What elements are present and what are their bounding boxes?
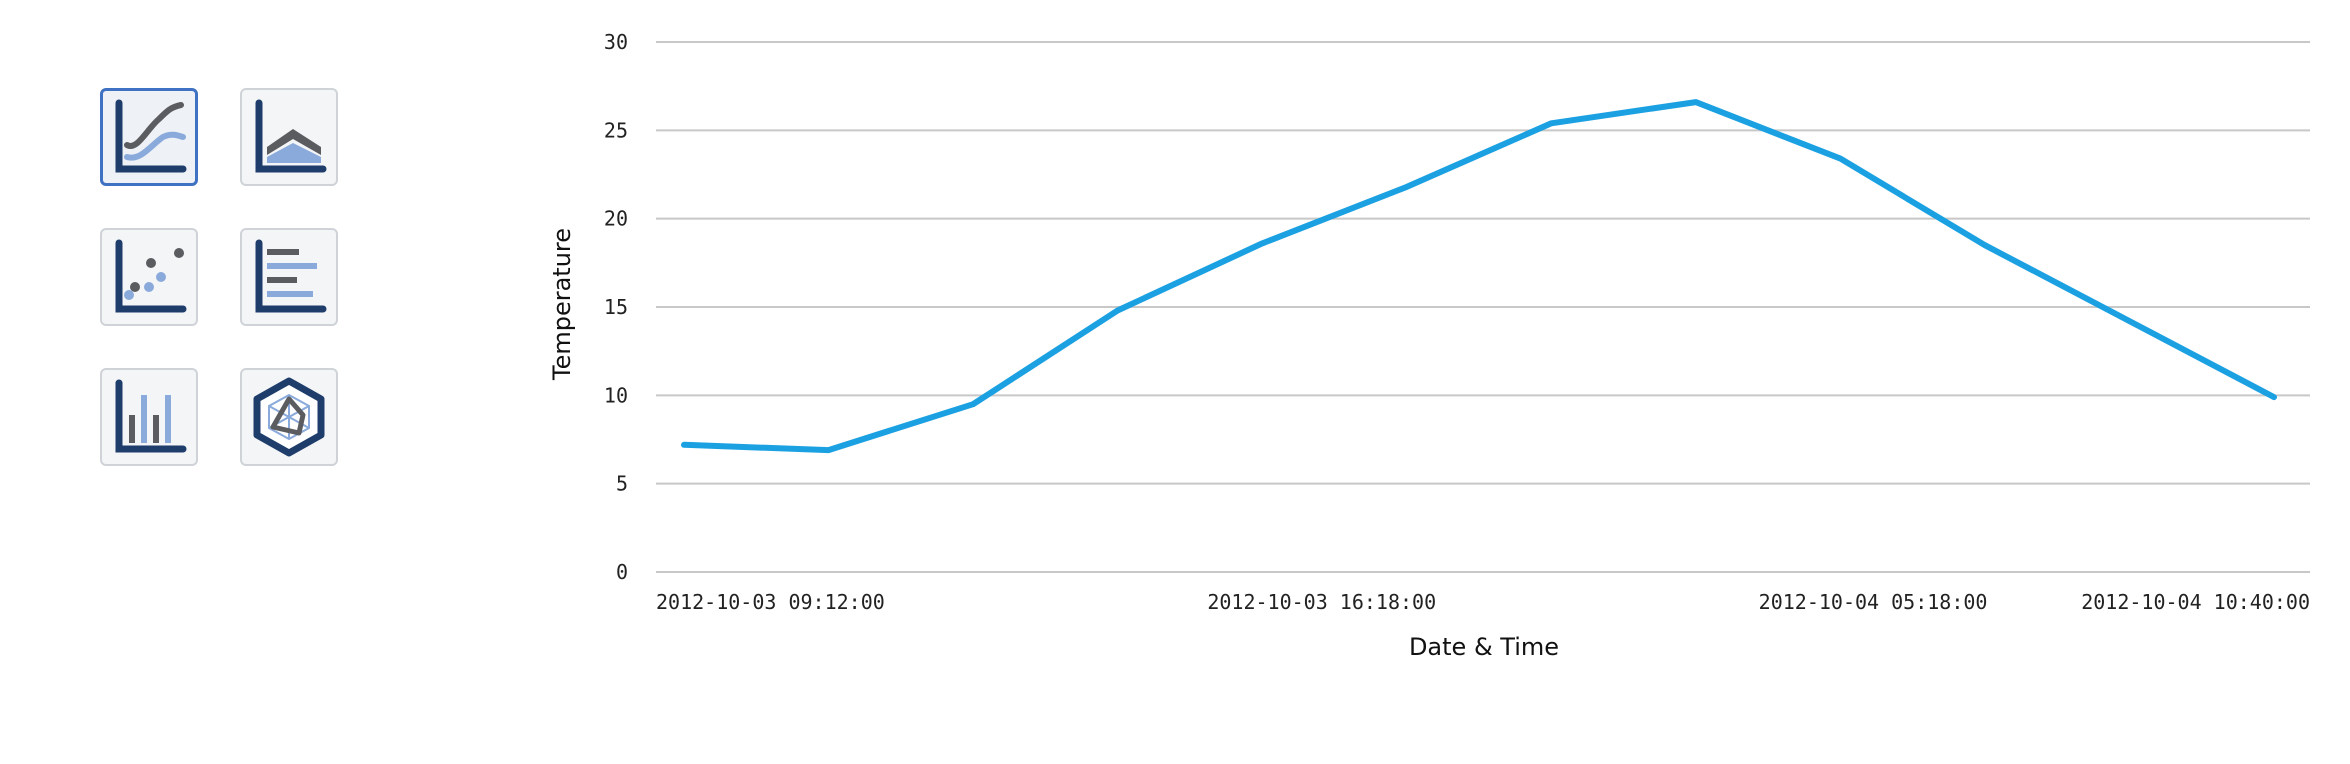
y-tick-label: 0 [616,560,628,584]
y-axis-title: Temperature [548,228,576,381]
x-tick-label: 2012-10-03 16:18:00 [1207,590,1436,614]
x-axis-ticks: 2012-10-03 09:12:00 2012-10-03 16:18:00 20… [656,590,2310,614]
y-tick-label: 20 [604,207,628,231]
scatter-chart-button[interactable] [100,228,198,326]
x-tick-label: 2012-10-04 10:40:00 [2081,590,2310,614]
line-chart-icon [115,99,187,173]
y-axis-ticks: 0 5 10 15 20 25 30 [604,30,628,584]
radar-chart-button[interactable] [240,368,338,466]
horizontal-bar-chart-button[interactable] [240,228,338,326]
x-tick-label: 2012-10-04 05:18:00 [1759,590,1988,614]
column-chart-icon [115,379,187,453]
y-tick-label: 15 [604,295,628,319]
area-chart-icon [255,99,327,173]
series-lines [681,99,2277,454]
series-line [681,99,2277,454]
scatter-chart-icon [115,239,187,313]
y-tick-label: 30 [604,30,628,54]
grid-lines [656,41,2310,573]
horizontal-bar-chart-icon [255,239,327,313]
y-tick-label: 25 [604,118,628,142]
area-chart-button[interactable] [240,88,338,186]
radar-chart-icon [253,377,325,457]
column-chart-button[interactable] [100,368,198,466]
x-tick-label: 2012-10-03 09:12:00 [656,590,885,614]
chart-type-selector [100,88,338,466]
line-chart-button[interactable] [100,88,198,186]
y-tick-label: 5 [616,472,628,496]
y-tick-label: 10 [604,383,628,407]
x-axis-title: Date & Time [1409,633,1559,661]
